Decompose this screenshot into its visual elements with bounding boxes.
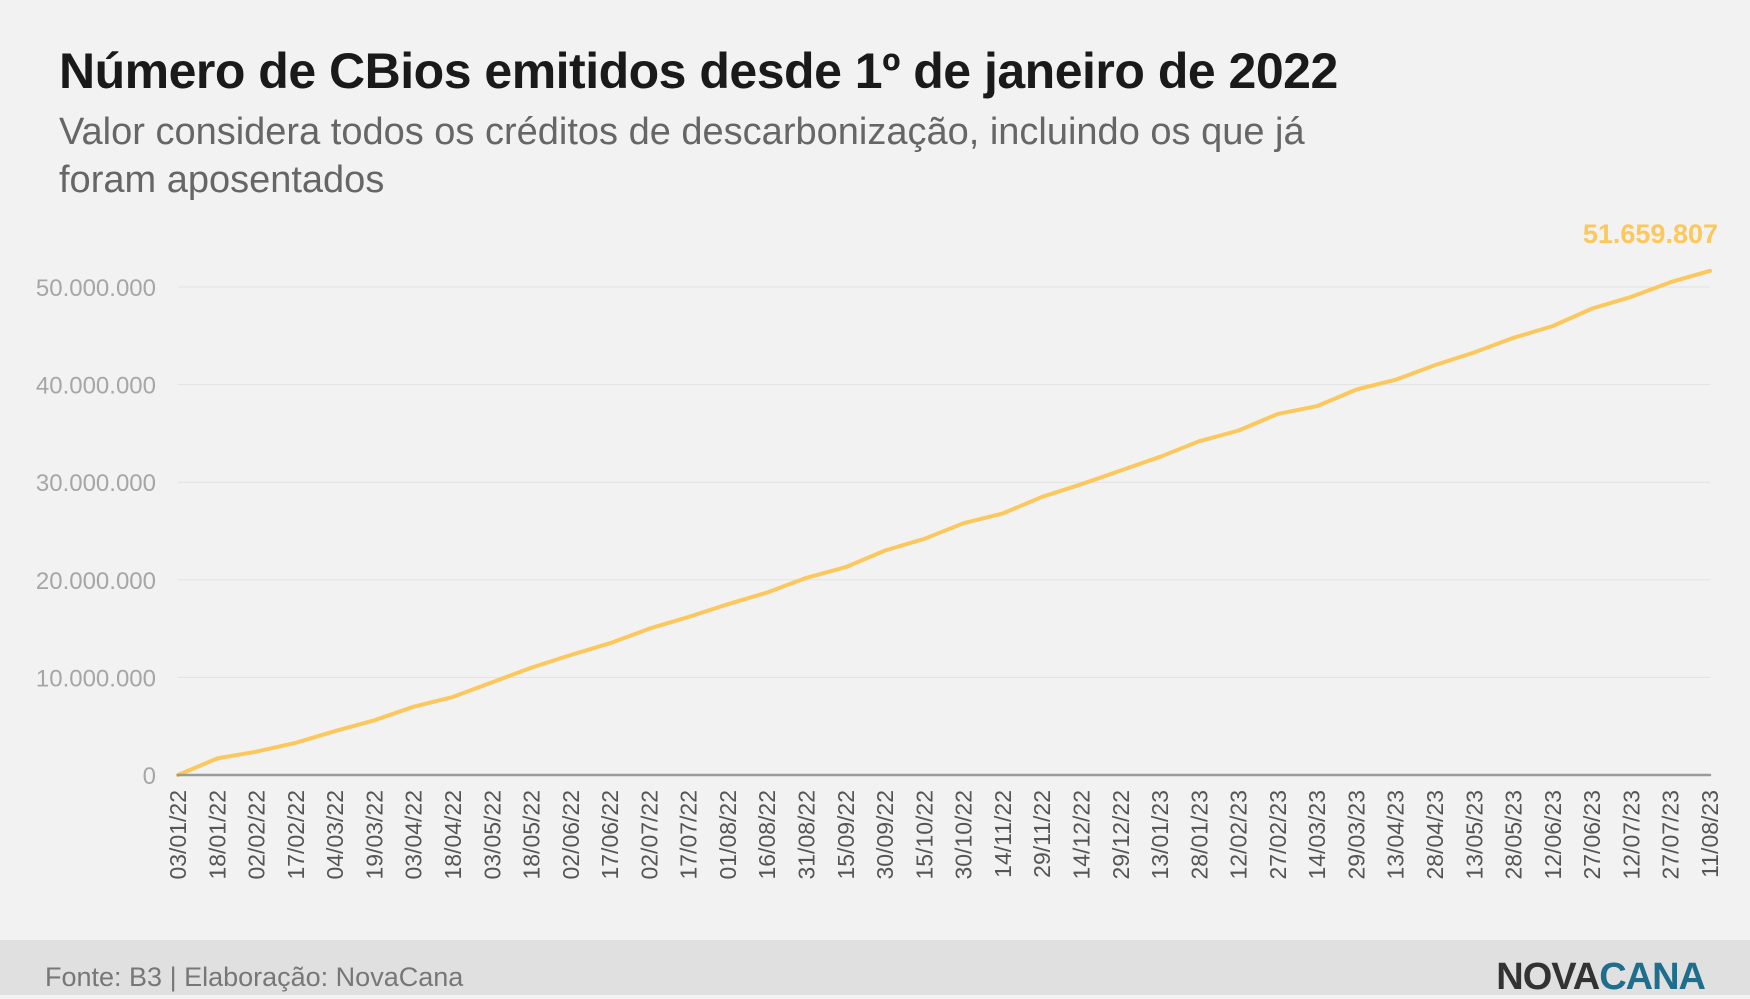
- x-tick-label: 15/10/22: [911, 790, 937, 880]
- x-tick-label: 27/06/23: [1579, 790, 1605, 880]
- x-tick-label: 18/04/22: [440, 790, 466, 880]
- logo-part-cana: CANA: [1599, 956, 1706, 998]
- x-tick-label: 16/08/22: [754, 790, 780, 880]
- series-line-cbios: [176, 268, 1712, 777]
- footer-bar: Fonte: B3 | Elaboração: NovaCana NOVACAN…: [0, 940, 1750, 998]
- line-chart: 0 10.000.000 20.000.000 30.000.000 40.000.00…: [36, 219, 1723, 880]
- x-tick-label: 02/06/22: [558, 790, 584, 880]
- y-tick-label: 10.000.000: [36, 665, 156, 692]
- x-tick-label: 02/02/22: [244, 790, 270, 880]
- y-tick-label: 0: [143, 763, 156, 790]
- y-tick-label: 30.000.000: [36, 470, 156, 497]
- x-tick-label: 15/09/22: [833, 790, 859, 880]
- x-tick-label: 13/04/23: [1383, 790, 1409, 880]
- x-tick-label: 30/09/22: [872, 790, 898, 880]
- x-tick-label: 18/01/22: [204, 790, 230, 880]
- novacana-logo: NOVACANA: [1496, 956, 1706, 999]
- x-tick-label: 18/05/22: [519, 790, 545, 880]
- x-tick-label: 27/07/23: [1658, 790, 1684, 880]
- x-tick-label: 17/02/22: [283, 790, 309, 880]
- x-tick-label: 17/06/22: [597, 790, 623, 880]
- chart-title: Número de CBios emitidos desde 1º de jan…: [59, 43, 1338, 99]
- x-tick-label: 28/04/23: [1422, 790, 1448, 880]
- x-tick-label: 28/01/23: [1186, 790, 1212, 880]
- y-tick-label: 40.000.000: [36, 373, 156, 400]
- x-tick-label: 29/12/22: [1108, 790, 1134, 880]
- last-value-label: 51.659.807: [1583, 219, 1718, 249]
- x-tick-label: 12/02/23: [1226, 790, 1252, 880]
- x-tick-label: 19/03/22: [361, 790, 387, 880]
- x-tick-label: 30/10/22: [951, 790, 977, 880]
- logo-part-nova: NOVA: [1496, 956, 1600, 998]
- source-credit: Fonte: B3 | Elaboração: NovaCana: [45, 962, 464, 992]
- x-tick-label: 14/11/22: [990, 790, 1016, 878]
- x-tick-label: 04/03/22: [322, 790, 348, 880]
- x-tick-label: 28/05/23: [1501, 790, 1527, 880]
- x-tick-label: 12/06/23: [1540, 790, 1566, 880]
- y-tick-label: 50.000.000: [36, 275, 156, 302]
- x-tick-label: 12/07/23: [1618, 790, 1644, 880]
- x-tick-label: 03/01/22: [165, 790, 191, 880]
- x-tick-label: 29/03/23: [1343, 790, 1369, 880]
- y-tick-label: 20.000.000: [36, 568, 156, 595]
- x-tick-label: 13/05/23: [1461, 790, 1487, 880]
- x-tick-label: 27/02/23: [1265, 790, 1291, 880]
- x-tick-label: 01/08/22: [715, 790, 741, 880]
- x-tick-label: 17/07/22: [676, 790, 702, 880]
- x-tick-label: 11/08/23: [1697, 790, 1723, 878]
- x-tick-label: 02/07/22: [636, 790, 662, 880]
- x-tick-label: 03/04/22: [401, 790, 427, 880]
- x-tick-label: 03/05/22: [479, 790, 505, 880]
- chart-subtitle: Valor considera todos os créditos de des…: [59, 111, 1305, 201]
- x-tick-label: 29/11/22: [1029, 790, 1055, 878]
- x-tick-label: 13/01/23: [1147, 790, 1173, 880]
- x-tick-label: 14/12/22: [1068, 790, 1094, 880]
- x-tick-label: 31/08/22: [794, 790, 820, 880]
- x-tick-label: 14/03/23: [1304, 790, 1330, 880]
